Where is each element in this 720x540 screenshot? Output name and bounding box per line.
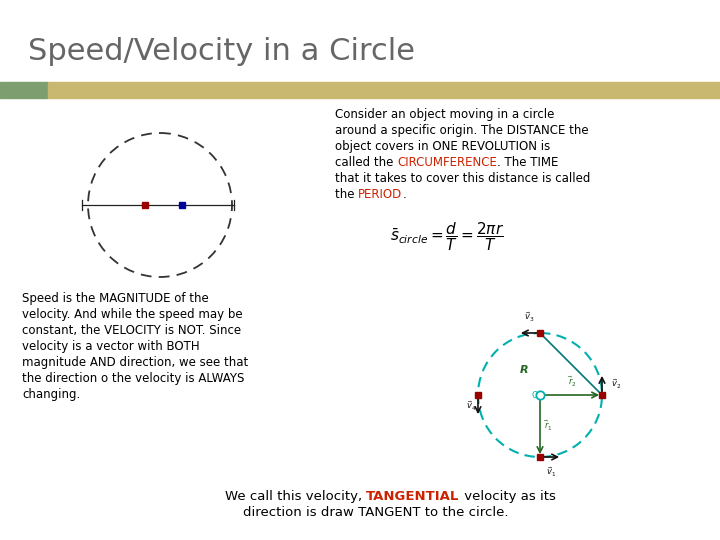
Text: constant, the VELOCITY is NOT. Since: constant, the VELOCITY is NOT. Since <box>22 324 241 337</box>
Text: Consider an object moving in a circle: Consider an object moving in a circle <box>335 108 554 121</box>
Text: the direction o the velocity is ALWAYS: the direction o the velocity is ALWAYS <box>22 372 244 385</box>
Text: $\bar{s}_{circle} = \dfrac{d}{T} = \dfrac{2\pi r}{T}$: $\bar{s}_{circle} = \dfrac{d}{T} = \dfra… <box>390 220 504 253</box>
Text: called the: called the <box>335 156 397 169</box>
Text: the: the <box>335 188 359 201</box>
Text: $\vec{v}_3$: $\vec{v}_3$ <box>524 310 534 324</box>
Text: object covers in ONE REVOLUTION is: object covers in ONE REVOLUTION is <box>335 140 550 153</box>
Bar <box>0 82 48 98</box>
Text: $\vec{v}_2$: $\vec{v}_2$ <box>611 377 621 390</box>
Text: .: . <box>402 188 406 201</box>
Text: PERIOD: PERIOD <box>359 188 402 201</box>
Text: that it takes to cover this distance is called: that it takes to cover this distance is … <box>335 172 590 185</box>
Text: Speed is the MAGNITUDE of the: Speed is the MAGNITUDE of the <box>22 292 209 305</box>
Text: Speed/Velocity in a Circle: Speed/Velocity in a Circle <box>28 37 415 66</box>
Text: velocity. And while the speed may be: velocity. And while the speed may be <box>22 308 243 321</box>
Bar <box>48 82 720 98</box>
Text: . The TIME: . The TIME <box>497 156 559 169</box>
Text: O: O <box>532 392 539 401</box>
Text: around a specific origin. The DISTANCE the: around a specific origin. The DISTANCE t… <box>335 124 589 137</box>
Text: direction is draw TANGENT to the circle.: direction is draw TANGENT to the circle. <box>243 506 508 519</box>
Text: $\vec{r}_2$: $\vec{r}_2$ <box>567 375 577 389</box>
Text: velocity as its: velocity as its <box>460 490 556 503</box>
Text: CIRCUMFERENCE: CIRCUMFERENCE <box>397 156 497 169</box>
Text: $\vec{v}_4$: $\vec{v}_4$ <box>466 399 477 413</box>
Text: $\vec{r}_1$: $\vec{r}_1$ <box>544 419 553 433</box>
Text: $\vec{v}_1$: $\vec{v}_1$ <box>546 466 556 480</box>
Text: TANGENTIAL: TANGENTIAL <box>366 490 460 503</box>
Text: velocity is a vector with BOTH: velocity is a vector with BOTH <box>22 340 199 353</box>
Text: magnitude AND direction, we see that: magnitude AND direction, we see that <box>22 356 248 369</box>
Text: We call this velocity,: We call this velocity, <box>225 490 366 503</box>
Text: R: R <box>520 365 528 375</box>
Text: changing.: changing. <box>22 388 80 401</box>
